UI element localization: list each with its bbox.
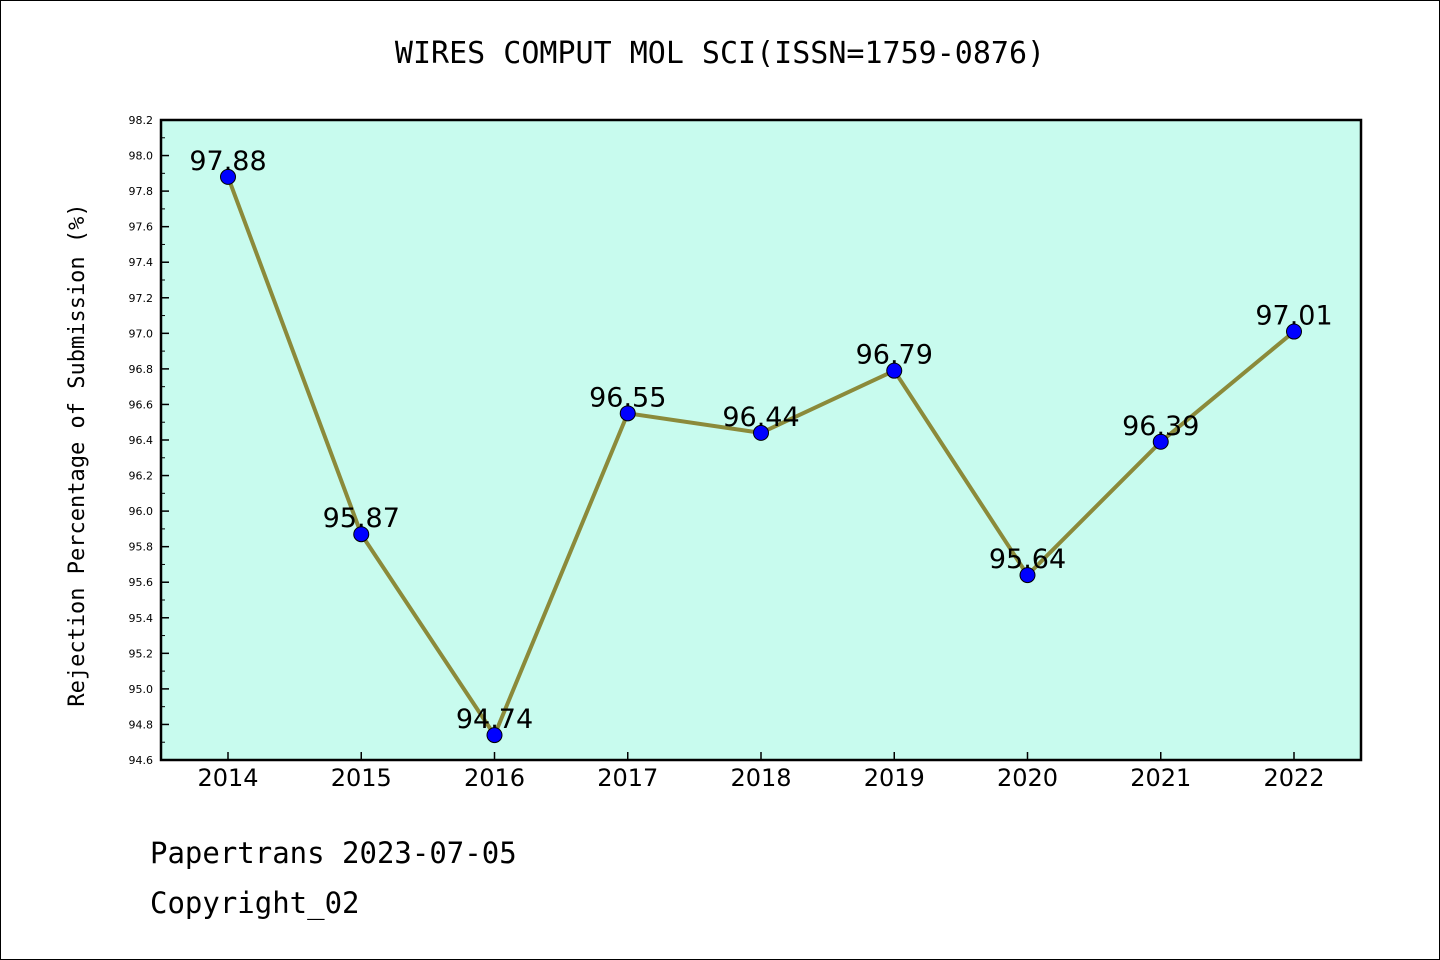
- data-point: [886, 362, 903, 379]
- x-tick-label: 2015: [331, 764, 392, 792]
- y-tick-label: 97.0: [129, 327, 154, 340]
- footer-copyright-text: Copyright_02: [150, 886, 360, 920]
- y-tick-label: 97.4: [129, 256, 154, 269]
- x-tick-label: 2018: [730, 764, 791, 792]
- x-tick-label: 2014: [197, 764, 258, 792]
- y-tick-label: 95.2: [129, 647, 154, 660]
- data-point: [619, 405, 636, 422]
- data-label: 95.87: [323, 503, 400, 534]
- x-tick-label: 2017: [597, 764, 658, 792]
- x-tick-label: 2020: [997, 764, 1058, 792]
- data-label: 97.01: [1255, 301, 1332, 332]
- y-tick-label: 96.4: [129, 434, 154, 447]
- footer-date-text: Papertrans 2023-07-05: [150, 836, 517, 870]
- y-tick-label: 97.6: [129, 221, 154, 234]
- y-tick-label: 98.2: [129, 114, 154, 127]
- chart-title: WIRES COMPUT MOL SCI(ISSN=1759-0876): [394, 36, 1046, 71]
- data-label: 97.88: [189, 146, 266, 177]
- y-tick-label: 97.2: [129, 292, 154, 305]
- data-point: [353, 526, 370, 543]
- y-tick-label: 95.8: [129, 541, 154, 554]
- y-tick-label: 94.8: [129, 718, 154, 731]
- x-tick-label: 2019: [864, 764, 925, 792]
- data-label: 96.79: [856, 340, 933, 371]
- data-point: [1286, 323, 1302, 340]
- data-point: [486, 727, 503, 744]
- y-tick-label: 96.6: [129, 398, 154, 411]
- y-tick-label: 95.6: [129, 576, 154, 589]
- y-tick-label: 97.8: [129, 185, 154, 198]
- series-layer: [220, 168, 1302, 744]
- x-tick-label: 2021: [1130, 764, 1191, 792]
- data-label: 95.64: [989, 544, 1066, 575]
- data-label: 96.39: [1122, 411, 1199, 442]
- data-point: [1152, 433, 1169, 450]
- y-tick-label: 94.6: [129, 754, 154, 767]
- data-label: 94.74: [456, 704, 533, 735]
- x-axis: 2014 2015 2016 2017 2018 2019 2020 2021 2022: [197, 752, 1325, 792]
- y-tick-label: 96.8: [129, 363, 154, 376]
- data-point: [220, 168, 236, 185]
- y-axis-label: Rejection Percentage of Submission (%): [65, 203, 90, 706]
- data-point: [753, 424, 769, 441]
- data-label: 96.55: [589, 382, 666, 413]
- data-labels: 97.88 95.87 94.74 96.55 96.44 96.79 95.64 96.39…: [189, 146, 1332, 735]
- y-tick-label: 98.0: [129, 150, 154, 163]
- x-tick-label: 2022: [1263, 764, 1324, 792]
- y-tick-label: 95.4: [129, 612, 154, 625]
- data-point: [1019, 567, 1036, 584]
- data-label: 96.44: [722, 402, 799, 433]
- y-axis: 94.6 94.8 95.0 95.2 95.4 95.6 95.8 96.0 96.2 96.4…: [129, 114, 169, 767]
- y-tick-label: 96.0: [129, 505, 154, 518]
- x-tick-label: 2016: [464, 764, 525, 792]
- y-tick-label: 96.2: [129, 470, 154, 483]
- y-tick-label: 95.0: [129, 683, 154, 696]
